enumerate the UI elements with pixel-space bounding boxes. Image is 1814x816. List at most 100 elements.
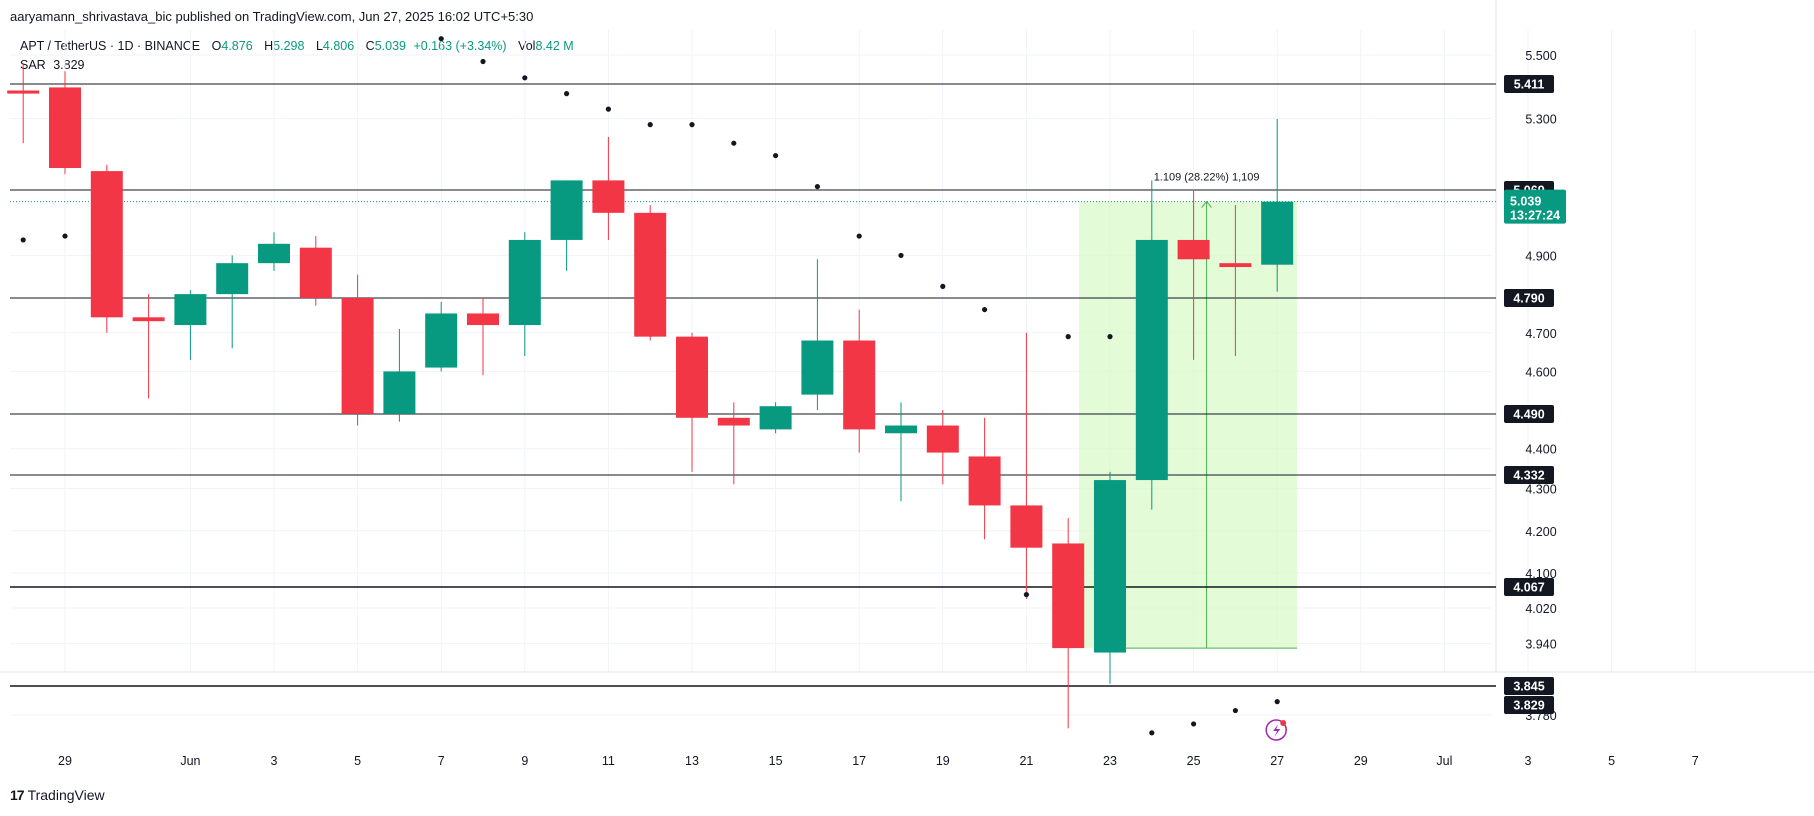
sar-dot-19 xyxy=(1149,730,1155,736)
lightning-bolt-icon xyxy=(1273,724,1281,737)
candle-body xyxy=(90,171,123,318)
candle-body xyxy=(634,212,667,337)
sar-dot-7 xyxy=(647,122,653,128)
candle-body xyxy=(132,317,165,322)
candle-27 xyxy=(1135,180,1168,510)
time-axis: 29 Jun 3 5 7 9 11 13 15 17 19 21 23 25 27 29 Jul 3 5 7 xyxy=(58,754,1699,768)
candle-body xyxy=(550,180,583,240)
y-tick-label-1: 5.300 xyxy=(1525,112,1556,126)
x-tick-label-7: 13 xyxy=(685,754,699,768)
x-tick-label-6: 11 xyxy=(602,754,615,768)
sar-dot-5 xyxy=(564,91,570,97)
candle-11 xyxy=(467,298,499,376)
level-tag-text: 4.490 xyxy=(1513,407,1544,421)
change-value: +0.163 (+3.34%) xyxy=(413,39,507,53)
publisher-line: aaryamann_shrivastava_bic published on T… xyxy=(10,9,534,24)
candle-body xyxy=(508,239,541,326)
level-tag-7: 3.829 xyxy=(1504,696,1554,715)
candle-28 xyxy=(1177,189,1210,360)
x-tick-label-10: 19 xyxy=(936,754,950,768)
y-tick-label-2: 4.900 xyxy=(1525,249,1556,263)
candle-30 xyxy=(1261,119,1294,292)
level-tag-4: 4.332 xyxy=(1504,466,1554,484)
candle-body xyxy=(1010,505,1043,548)
x-tick-label-14: 27 xyxy=(1270,754,1284,768)
level-tag-text: 5.411 xyxy=(1514,78,1545,92)
candle-body xyxy=(216,263,249,295)
candle-body xyxy=(1052,543,1085,649)
level-tag-3: 4.490 xyxy=(1504,404,1554,423)
y-tick-label-7: 4.200 xyxy=(1525,525,1556,539)
sar-dot-4 xyxy=(522,75,528,81)
x-tick-label-0: 29 xyxy=(58,754,72,768)
sar-dot-1 xyxy=(62,233,68,239)
candle-body xyxy=(467,313,499,326)
level-tag-5: 4.067 xyxy=(1504,578,1554,596)
close-value: 5.039 xyxy=(374,39,406,53)
sar-dot-21 xyxy=(1232,707,1238,714)
sar-dot-20 xyxy=(1191,721,1197,727)
level-tag-2: 4.790 xyxy=(1504,289,1554,307)
y-tick-label-6: 4.300 xyxy=(1525,483,1556,497)
open-value: 4.876 xyxy=(221,39,253,53)
sar-value: 3.829 xyxy=(53,58,85,72)
level-tag-bg xyxy=(1504,289,1554,307)
level-tag-text: 4.332 xyxy=(1513,469,1544,483)
x-tick-label-11: 21 xyxy=(1019,754,1033,768)
sar-dot-0 xyxy=(20,237,26,243)
x-tick-label-17: 3 xyxy=(1525,754,1532,768)
sar-dot-10 xyxy=(773,152,779,159)
level-tag-text: 4.790 xyxy=(1513,292,1544,306)
close-label: C xyxy=(365,39,375,53)
candle-body xyxy=(7,90,40,94)
candle-body xyxy=(801,340,834,395)
chart-extras xyxy=(1265,719,1287,741)
candle-body xyxy=(299,247,332,298)
candle-24 xyxy=(1010,332,1043,600)
candle-4 xyxy=(174,290,207,360)
current-price-text: 5.039 xyxy=(1510,195,1541,209)
candle-17 xyxy=(717,402,750,485)
candle-18 xyxy=(759,402,792,434)
candle-body xyxy=(341,298,374,414)
sar-label: SAR xyxy=(20,58,46,72)
x-tick-label-13: 25 xyxy=(1187,754,1201,768)
countdown-text: 13:27:24 xyxy=(1510,209,1560,223)
tradingview-brand[interactable]: 17 TradingView xyxy=(10,787,105,803)
x-tick-label-5: 9 xyxy=(521,754,528,768)
level-tag-bg xyxy=(1504,696,1554,715)
candle-body xyxy=(968,456,1001,506)
high-label: H xyxy=(264,39,274,53)
sar-dots xyxy=(20,36,1280,736)
y-tick-label-8: 4.100 xyxy=(1525,567,1556,581)
candle-3 xyxy=(132,294,165,399)
candle-10 xyxy=(425,301,458,372)
candle-body xyxy=(174,294,207,326)
level-tag-text: 4.067 xyxy=(1513,581,1544,595)
x-tick-label-1: Jun xyxy=(180,754,200,768)
x-tick-label-18: 5 xyxy=(1608,754,1615,768)
sar-dot-22 xyxy=(1274,699,1280,705)
candle-body xyxy=(49,87,81,168)
candle-body xyxy=(885,425,917,434)
tradingview-logo-icon: 17 xyxy=(10,787,25,803)
sar-dot-14 xyxy=(940,283,946,289)
sar-dot-11 xyxy=(814,183,821,190)
x-tick-label-3: 5 xyxy=(354,754,361,768)
sar-dot-17 xyxy=(1107,334,1113,340)
candle-1 xyxy=(49,71,81,175)
candle-6 xyxy=(258,232,290,271)
sar-legend[interactable]: SAR 3.829 xyxy=(20,58,84,72)
candle-body xyxy=(1261,201,1294,265)
measure-arrow-head xyxy=(1201,200,1212,208)
current-price-bg xyxy=(1504,189,1566,224)
sar-dot-8 xyxy=(689,122,695,128)
y-tick-label-4: 4.600 xyxy=(1525,365,1556,379)
candle-26 xyxy=(1094,471,1126,684)
sar-dot-16 xyxy=(1065,334,1071,340)
candle-21 xyxy=(885,402,917,502)
candle-9 xyxy=(383,328,416,422)
candle-body xyxy=(425,313,458,368)
